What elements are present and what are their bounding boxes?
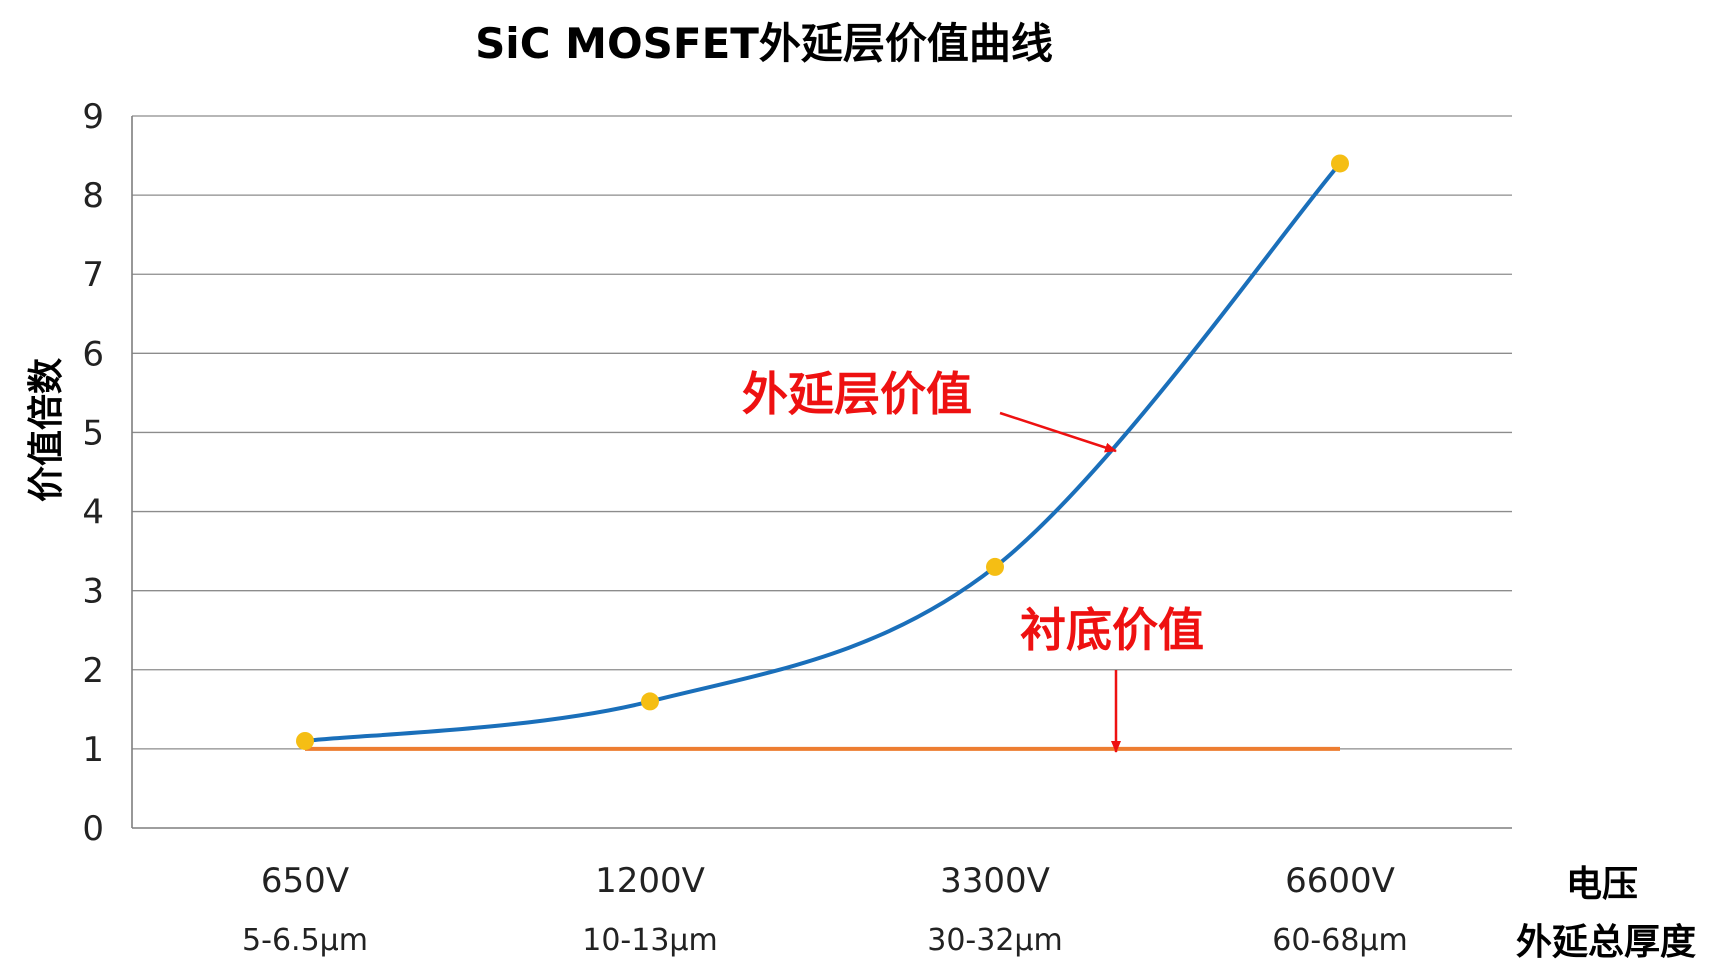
x-tick-sublabel: 60-68μm: [1272, 923, 1407, 958]
y-tick-label: 6: [82, 334, 104, 374]
data-point: [641, 692, 659, 711]
y-tick-label: 5: [82, 413, 104, 453]
series-line-epi: [304, 162, 1342, 743]
y-tick-label: 1: [82, 730, 104, 770]
data-point: [296, 731, 314, 750]
x-tick-sublabel: 30-32μm: [927, 923, 1062, 958]
y-axis-ticks: 0 1 2 3 4 5 6 7 8 9: [82, 97, 104, 849]
series-layer: [296, 154, 1349, 751]
y-tick-label: 0: [82, 809, 104, 849]
x-tick-sublabel: 5-6.5μm: [242, 923, 368, 958]
data-point: [1331, 154, 1349, 173]
data-point: [986, 557, 1004, 576]
x-tick-label: 3300V: [940, 861, 1050, 901]
chart-title: SiC MOSFET外延层价值曲线: [475, 19, 1053, 68]
x-tick-sublabel: 10-13μm: [582, 923, 717, 958]
y-axis-label: 价值倍数: [26, 358, 67, 502]
x-axis-label-2: 外延总厚度: [1516, 922, 1696, 963]
y-tick-label: 8: [82, 176, 104, 216]
x-axis-label: 电压: [1566, 864, 1638, 905]
annotation-epi-label: 外延层价值: [742, 367, 972, 421]
x-tick-label: 6600V: [1285, 861, 1395, 901]
y-tick-label: 9: [82, 97, 104, 137]
y-tick-label: 3: [82, 572, 104, 612]
y-tick-label: 4: [82, 493, 104, 533]
y-tick-label: 2: [82, 651, 104, 691]
y-tick-label: 7: [82, 255, 104, 295]
x-axis-ticks: 650V 5-6.5μm 1200V 10-13μm 3300V 30-32μm 6600V…: [242, 861, 1408, 958]
x-tick-label: 1200V: [595, 861, 705, 901]
annotation-substrate-label: 衬底价值: [1020, 603, 1204, 657]
annotation-epi-arrow: [999, 411, 1117, 453]
x-tick-label: 650V: [261, 861, 349, 901]
gridlines: [131, 115, 1512, 829]
